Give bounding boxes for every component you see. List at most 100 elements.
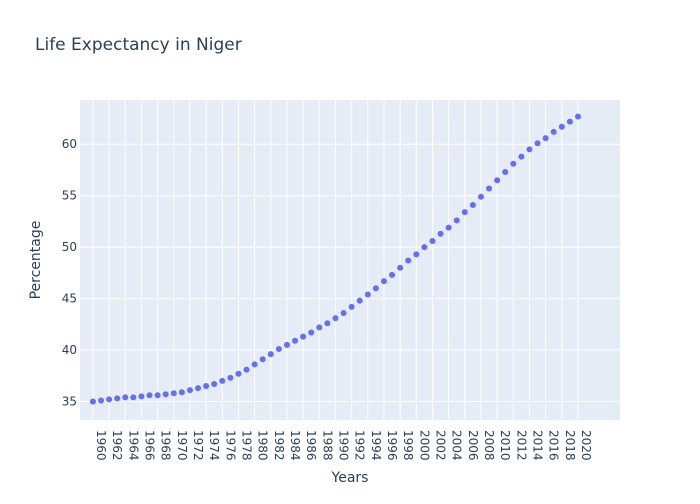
data-point[interactable] — [98, 397, 105, 404]
data-point[interactable] — [566, 118, 573, 125]
x-tick-label: 2014 — [530, 430, 544, 461]
x-axis-ticks: 1960 1962 1964 1966 1968 1970 1972 1974 1976 1978… — [94, 430, 593, 461]
data-point[interactable] — [542, 135, 549, 142]
data-point[interactable] — [445, 224, 452, 231]
data-point[interactable] — [267, 351, 274, 358]
x-tick-label: 2012 — [514, 430, 528, 461]
data-point[interactable] — [534, 140, 541, 147]
data-point[interactable] — [203, 383, 210, 390]
x-tick-label: 1978 — [239, 430, 253, 461]
y-tick-label: 55 — [62, 189, 77, 203]
data-point[interactable] — [494, 177, 501, 184]
data-point[interactable] — [469, 201, 476, 208]
x-tick-label: 2006 — [466, 430, 480, 461]
data-point[interactable] — [486, 185, 493, 192]
data-point[interactable] — [437, 230, 444, 237]
data-point[interactable] — [195, 385, 202, 392]
data-point[interactable] — [227, 374, 234, 381]
data-point[interactable] — [292, 337, 299, 344]
data-point[interactable] — [502, 169, 509, 176]
y-tick-label: 50 — [62, 240, 77, 254]
data-point[interactable] — [114, 395, 121, 402]
y-tick-label: 60 — [62, 137, 77, 151]
data-point[interactable] — [526, 146, 533, 153]
x-tick-label: 1986 — [304, 430, 318, 461]
x-tick-label: 2002 — [433, 430, 447, 461]
data-point[interactable] — [324, 320, 331, 327]
x-tick-label: 2020 — [579, 430, 593, 461]
chart-title: Life Expectancy in Niger — [35, 35, 242, 55]
x-tick-label: 1972 — [191, 430, 205, 461]
data-point[interactable] — [413, 251, 420, 258]
data-point[interactable] — [235, 370, 242, 377]
data-points — [89, 113, 581, 405]
y-axis-ticks: 35 40 45 50 55 60 — [62, 137, 77, 408]
data-point[interactable] — [461, 209, 468, 216]
data-point[interactable] — [372, 285, 379, 292]
data-point[interactable] — [138, 393, 145, 400]
data-point[interactable] — [558, 123, 565, 130]
y-tick-label: 35 — [62, 394, 77, 408]
data-point[interactable] — [243, 366, 250, 373]
x-tick-label: 1994 — [369, 430, 383, 461]
x-tick-label: 1966 — [142, 430, 156, 461]
data-point[interactable] — [356, 297, 363, 304]
x-tick-label: 1964 — [126, 430, 140, 461]
data-point[interactable] — [364, 291, 371, 298]
x-tick-label: 1974 — [207, 430, 221, 461]
data-point[interactable] — [162, 391, 169, 398]
data-point[interactable] — [219, 377, 226, 384]
data-point[interactable] — [130, 394, 137, 401]
data-point[interactable] — [429, 237, 436, 244]
data-point[interactable] — [380, 278, 387, 285]
y-tick-label: 40 — [62, 343, 77, 357]
x-tick-label: 2018 — [563, 430, 577, 461]
data-point[interactable] — [89, 398, 96, 405]
data-point[interactable] — [348, 303, 355, 310]
data-point[interactable] — [389, 271, 396, 278]
x-axis-label: Years — [331, 470, 369, 486]
data-point[interactable] — [574, 113, 581, 120]
data-point[interactable] — [275, 346, 282, 353]
data-point[interactable] — [332, 315, 339, 322]
data-point[interactable] — [308, 329, 315, 336]
data-point[interactable] — [405, 257, 412, 264]
data-point[interactable] — [477, 193, 484, 200]
data-point[interactable] — [316, 324, 323, 331]
x-tick-label: 1990 — [336, 430, 350, 461]
data-point[interactable] — [178, 389, 185, 396]
data-point[interactable] — [259, 356, 266, 363]
x-tick-label: 2004 — [450, 430, 464, 461]
data-point[interactable] — [300, 333, 307, 340]
data-point[interactable] — [186, 387, 193, 394]
x-tick-label: 1960 — [94, 430, 108, 461]
data-point[interactable] — [340, 309, 347, 316]
data-point[interactable] — [154, 392, 161, 399]
y-tick-label: 45 — [62, 292, 77, 306]
x-tick-label: 1976 — [223, 430, 237, 461]
data-point[interactable] — [550, 128, 557, 135]
data-point[interactable] — [518, 153, 525, 160]
x-tick-label: 1988 — [320, 430, 334, 461]
x-tick-label: 1962 — [110, 430, 124, 461]
data-point[interactable] — [283, 341, 290, 348]
data-point[interactable] — [421, 244, 428, 251]
x-tick-label: 1970 — [175, 430, 189, 461]
data-point[interactable] — [453, 217, 460, 224]
data-point[interactable] — [106, 396, 113, 403]
y-axis-label: Percentage — [28, 221, 44, 300]
x-tick-label: 2016 — [547, 430, 561, 461]
data-point[interactable] — [397, 264, 404, 271]
x-tick-label: 2010 — [498, 430, 512, 461]
data-point[interactable] — [251, 361, 258, 368]
x-tick-label: 1982 — [272, 430, 286, 461]
data-point[interactable] — [211, 380, 218, 387]
x-tick-label: 1968 — [159, 430, 173, 461]
x-tick-label: 1992 — [353, 430, 367, 461]
data-point[interactable] — [146, 392, 153, 399]
data-point[interactable] — [510, 160, 517, 167]
data-point[interactable] — [122, 394, 129, 401]
data-point[interactable] — [170, 390, 177, 397]
